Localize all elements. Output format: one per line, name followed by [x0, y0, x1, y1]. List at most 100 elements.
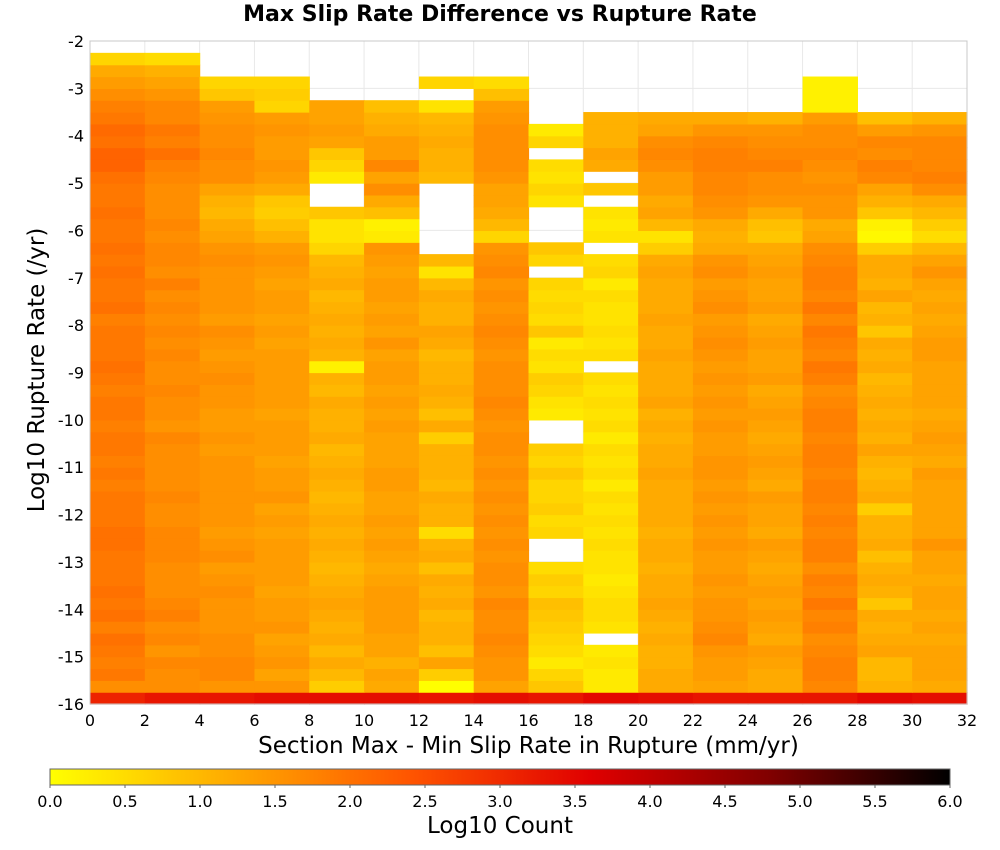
- heatmap-cell: [364, 408, 420, 421]
- heatmap-cell: [692, 550, 749, 563]
- heatmap-cell: [199, 218, 256, 232]
- heatmap-cell: [583, 490, 639, 504]
- heatmap-cell: [364, 467, 420, 480]
- heatmap-cell: [802, 538, 858, 551]
- heatmap-cell: [583, 336, 639, 350]
- heatmap-cell: [692, 265, 749, 279]
- heatmap-cell: [747, 218, 804, 232]
- heatmap-cell: [583, 230, 639, 243]
- heatmap-cell: [90, 242, 146, 255]
- heatmap-cell: [90, 336, 146, 350]
- heatmap-cell: [199, 490, 256, 504]
- heatmap-cell: [473, 218, 530, 232]
- heatmap-cell: [692, 514, 749, 528]
- heatmap-cell: [583, 467, 639, 480]
- heatmap-cell: [199, 348, 256, 362]
- heatmap-cell: [857, 135, 913, 149]
- heatmap-cell: [199, 467, 256, 480]
- heatmap-cell: [473, 431, 530, 445]
- heatmap-cell: [583, 372, 639, 385]
- heatmap-cell: [583, 443, 639, 456]
- heatmap-cell: [90, 135, 146, 149]
- heatmap-cell: [418, 325, 475, 338]
- heatmap-cell: [802, 230, 858, 243]
- heatmap-cell: [418, 384, 475, 397]
- heatmap-cell: [638, 573, 694, 587]
- colorbar-tick-label: 4.5: [712, 792, 737, 811]
- heatmap-cell: [638, 301, 694, 314]
- heatmap-cell: [912, 514, 968, 528]
- heatmap-cell: [364, 502, 420, 516]
- heatmap-cell: [309, 526, 365, 539]
- heatmap-cell: [309, 479, 365, 492]
- heatmap-cell: [857, 230, 913, 243]
- heatmap-cell: [692, 230, 749, 243]
- heatmap-cell: [199, 396, 256, 409]
- heatmap-cell: [144, 147, 201, 160]
- heatmap-cell: [912, 479, 968, 492]
- heatmap-cell: [144, 325, 201, 338]
- heatmap-cell: [90, 206, 146, 220]
- heatmap-cell: [802, 467, 858, 480]
- heatmap-cell: [418, 301, 475, 314]
- heatmap-cell: [638, 112, 694, 125]
- heatmap-cell: [144, 656, 201, 670]
- heatmap-cell: [583, 597, 639, 610]
- heatmap-cell: [144, 301, 201, 314]
- heatmap-cell: [144, 680, 201, 693]
- heatmap-cell: [309, 112, 365, 125]
- heatmap-cell: [528, 585, 584, 599]
- heatmap-cell: [638, 360, 694, 374]
- heatmap-cell: [364, 609, 420, 622]
- heatmap-cell: [912, 550, 968, 563]
- heatmap-cell: [364, 668, 420, 681]
- heatmap-cell: [473, 159, 530, 172]
- heatmap-cell: [528, 325, 584, 338]
- heatmap-cell: [418, 147, 475, 160]
- heatmap-cell: [199, 514, 256, 528]
- heatmap-cell: [802, 289, 858, 303]
- heatmap-cell: [802, 621, 858, 634]
- heatmap-cell: [309, 597, 365, 610]
- heatmap-cell: [309, 277, 365, 291]
- heatmap-cell: [144, 467, 201, 480]
- heatmap-cell: [473, 479, 530, 492]
- heatmap-cell: [583, 585, 639, 599]
- x-tick-label: 16: [518, 711, 538, 730]
- heatmap-cell: [473, 621, 530, 634]
- heatmap-cell: [364, 242, 420, 255]
- heatmap-cell: [364, 419, 420, 433]
- heatmap-cell: [638, 171, 694, 184]
- heatmap-cell: [254, 348, 310, 362]
- heatmap-cell: [857, 206, 913, 220]
- heatmap-cell: [309, 218, 365, 232]
- heatmap-cell: [583, 621, 639, 634]
- heatmap-cell: [473, 360, 530, 374]
- heatmap-cell: [692, 254, 749, 267]
- heatmap-cell: [857, 348, 913, 362]
- heatmap-cell: [199, 135, 256, 149]
- heatmap-cell: [364, 538, 420, 551]
- heatmap-cell: [802, 561, 858, 575]
- heatmap-cell: [364, 112, 420, 125]
- heatmap-cell: [528, 680, 584, 693]
- heatmap-cell: [309, 396, 365, 409]
- y-tick-label: -5: [68, 174, 84, 193]
- heatmap-cell: [583, 502, 639, 516]
- heatmap-cell: [747, 194, 804, 208]
- heatmap-cell: [802, 360, 858, 374]
- heatmap-cell: [199, 431, 256, 445]
- heatmap-cell: [90, 230, 146, 243]
- heatmap-cell: [747, 561, 804, 575]
- heatmap-cell: [418, 621, 475, 634]
- heatmap-cell: [473, 194, 530, 208]
- heatmap-cell: [309, 360, 365, 374]
- heatmap-cell: [90, 159, 146, 172]
- heatmap-cell: [199, 502, 256, 516]
- heatmap-cell: [912, 336, 968, 350]
- heatmap-cell: [144, 668, 201, 681]
- heatmap-cell: [583, 254, 639, 267]
- heatmap-cell: [528, 372, 584, 385]
- heatmap-cell: [144, 384, 201, 397]
- heatmap-cell: [528, 183, 584, 196]
